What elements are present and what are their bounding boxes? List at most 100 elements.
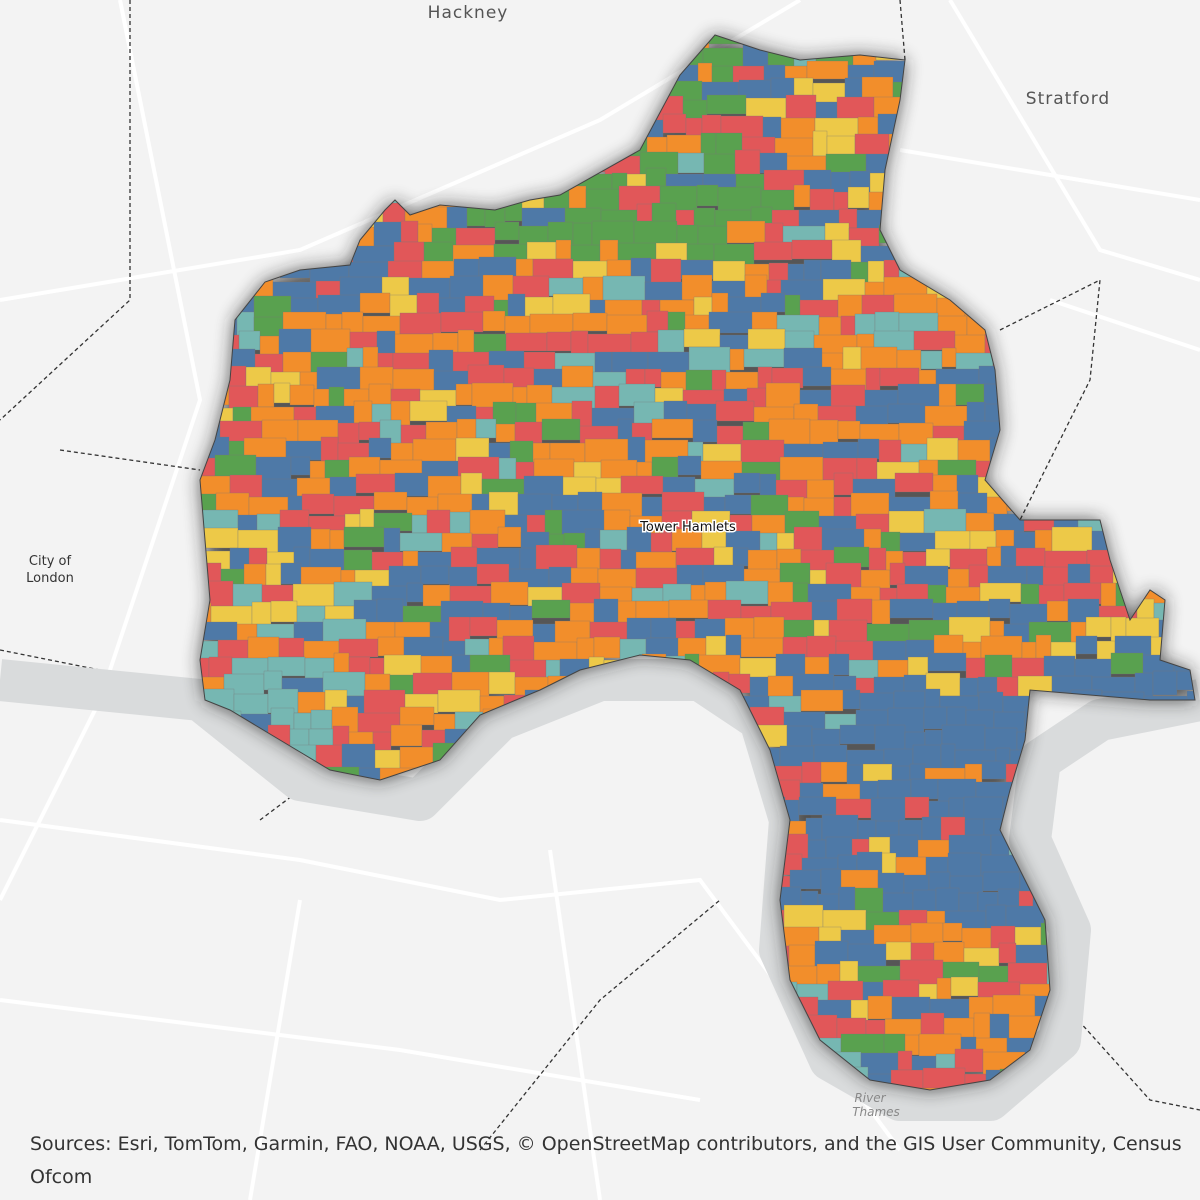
area [716, 1073, 742, 1090]
area [1106, 276, 1140, 297]
area [448, 1001, 476, 1029]
area [1185, 41, 1195, 62]
area [1076, 497, 1121, 518]
area [641, 980, 680, 1008]
area [1173, 619, 1195, 639]
area [200, 982, 219, 1009]
area [912, 167, 952, 191]
area [920, 1012, 945, 1038]
area [904, 796, 930, 819]
area [1088, 368, 1131, 393]
area [200, 963, 225, 993]
area [322, 904, 346, 933]
area [800, 689, 844, 712]
area [482, 310, 506, 332]
area [384, 945, 425, 975]
area [600, 43, 636, 71]
area [1011, 42, 1050, 71]
area [1073, 117, 1116, 141]
area [871, 599, 891, 627]
area [528, 819, 547, 842]
area [479, 130, 513, 158]
area [278, 119, 310, 146]
area [654, 747, 676, 774]
area [307, 1052, 335, 1077]
area [576, 637, 595, 661]
area [1157, 364, 1187, 386]
area [1044, 222, 1061, 255]
area [1090, 459, 1106, 483]
area [850, 999, 869, 1022]
area [643, 1053, 666, 1084]
area [470, 1034, 512, 1058]
area [401, 81, 444, 111]
area [1134, 80, 1170, 111]
area [273, 60, 296, 82]
area [1168, 563, 1195, 587]
area [802, 366, 832, 387]
area [439, 134, 481, 158]
area [1108, 922, 1143, 942]
area [250, 815, 290, 836]
area [1077, 871, 1104, 891]
area [1157, 784, 1189, 804]
area [1095, 834, 1123, 863]
area [287, 834, 330, 857]
area [1178, 905, 1195, 929]
area [1141, 767, 1163, 799]
area [276, 45, 316, 76]
area [1194, 726, 1195, 758]
area [504, 202, 523, 222]
area [935, 887, 960, 913]
area [332, 725, 350, 747]
area [400, 220, 419, 243]
area [353, 599, 378, 623]
area [1112, 983, 1142, 1015]
area [433, 1089, 475, 1090]
area [993, 131, 1018, 158]
area [636, 203, 653, 224]
area [543, 186, 570, 212]
area [1157, 382, 1181, 404]
area [390, 959, 419, 992]
area [473, 1086, 512, 1090]
area [1033, 419, 1057, 443]
area [964, 281, 983, 304]
area [1190, 512, 1195, 535]
area [701, 855, 720, 879]
area [981, 760, 1007, 780]
area [1052, 244, 1087, 270]
area [1187, 477, 1195, 508]
area [1189, 893, 1195, 921]
area [1063, 442, 1079, 469]
area [1157, 405, 1195, 430]
attribution-line: Sources: Esri, TomTom, Garmin, FAO, NOAA… [30, 1133, 1182, 1155]
area [882, 979, 920, 999]
area [325, 155, 343, 180]
area [295, 943, 340, 965]
area [289, 384, 315, 406]
area [622, 836, 657, 856]
area [749, 676, 769, 698]
area [320, 100, 357, 130]
place-label: City of [29, 554, 72, 569]
area [213, 136, 231, 168]
area [1098, 58, 1114, 85]
area [547, 724, 577, 746]
area [445, 100, 474, 126]
area [624, 76, 666, 101]
area [986, 496, 1008, 516]
area [523, 351, 556, 371]
area [494, 802, 534, 823]
area [1023, 510, 1055, 532]
area [634, 747, 656, 770]
area [200, 94, 224, 120]
area [983, 207, 1002, 231]
area [675, 857, 703, 890]
area [230, 910, 251, 939]
area [628, 1055, 645, 1081]
area [1087, 209, 1106, 232]
area [530, 1091, 557, 1119]
area [617, 962, 660, 986]
area [261, 584, 294, 604]
